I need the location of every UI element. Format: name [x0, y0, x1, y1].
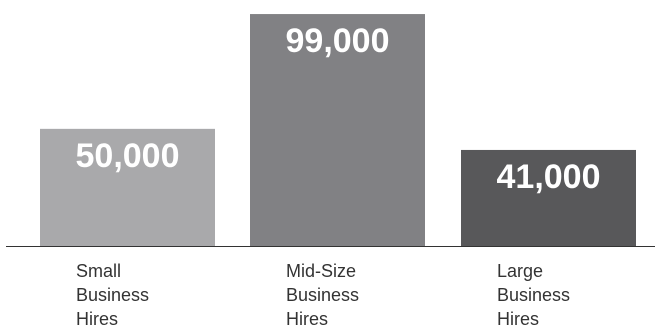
bar-1	[250, 14, 425, 246]
category-label-2-line-1: Business	[497, 285, 570, 305]
category-label-0-line-1: Business	[76, 285, 149, 305]
category-label-1-line-2: Hires	[286, 309, 328, 329]
category-label-1: Mid-Size Business Hires	[286, 261, 359, 329]
bar-value-label-2: 41,000	[497, 158, 601, 196]
category-label-0-line-0: Small	[76, 261, 121, 281]
category-label-0-line-2: Hires	[76, 309, 118, 329]
bar-0	[40, 128, 215, 246]
bar-value-label-0: 50,000	[76, 137, 180, 175]
category-label-2-line-0: Large	[497, 261, 543, 281]
bar-2	[461, 149, 636, 246]
category-label-1-line-0: Mid-Size	[286, 261, 356, 281]
category-label-0: Small Business Hires	[76, 261, 149, 329]
category-label-1-line-1: Business	[286, 285, 359, 305]
category-label-2-line-2: Hires	[497, 309, 539, 329]
bar-value-label-1: 99,000	[286, 22, 390, 60]
category-label-2: Large Business Hires	[497, 261, 570, 329]
